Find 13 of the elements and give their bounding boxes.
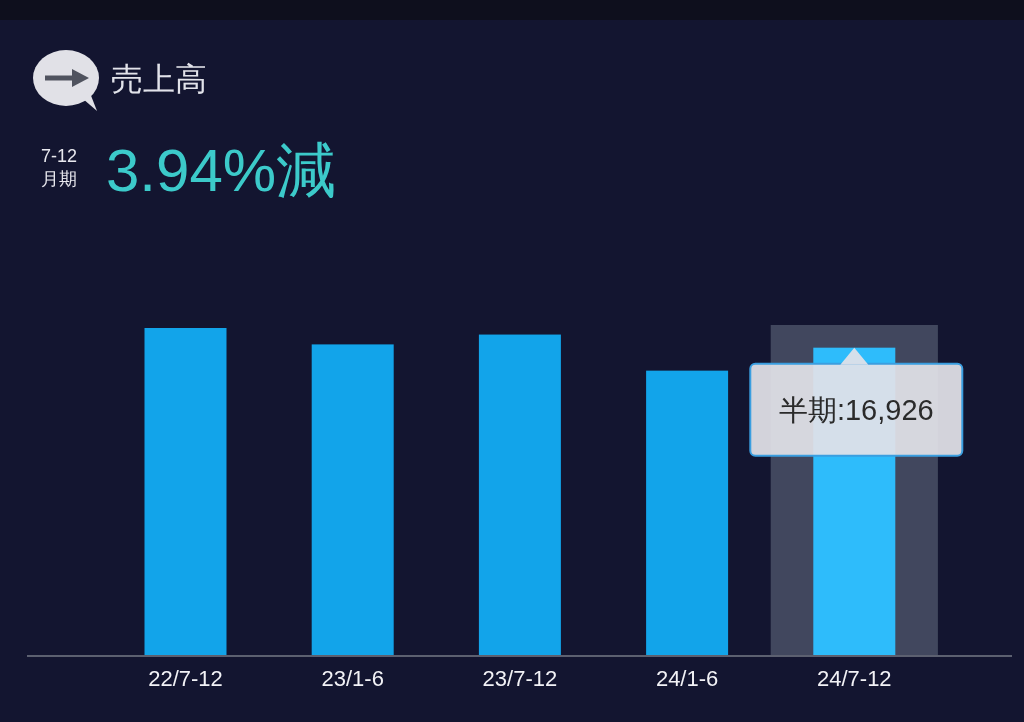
x-tick-label: 23/1-6: [320, 665, 385, 693]
chart-subtitle: 7-12月期: [41, 145, 79, 191]
bar: [646, 370, 729, 656]
annotation: 半期:16,926: [750, 363, 963, 456]
bar: [311, 344, 394, 656]
bar: [144, 328, 227, 656]
x-tick-label: 24/1-6: [654, 665, 720, 693]
x-tick-label: 22/7-12: [147, 665, 224, 693]
text: 3.94%減: [106, 136, 337, 206]
x-tick-label: 24/7-12: [816, 665, 893, 693]
chart-title: 売上高: [111, 60, 207, 99]
bar: [478, 334, 561, 656]
x-tick-label: 23/7-12: [481, 665, 559, 693]
